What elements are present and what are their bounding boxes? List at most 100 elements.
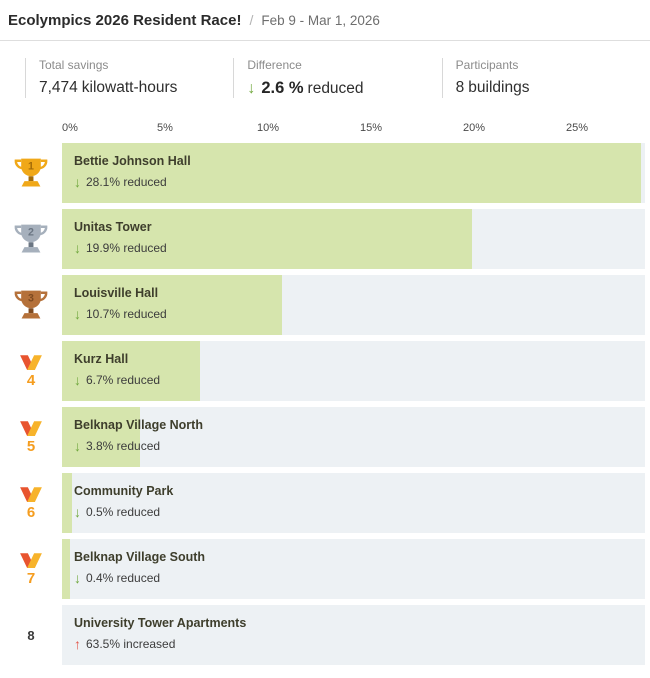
rank-number: 7 bbox=[26, 569, 36, 587]
row-info: Kurz Hall ↓ 6.7% reduced bbox=[74, 352, 160, 387]
difference-number: 2.6 % bbox=[261, 79, 304, 97]
breadcrumb-separator: / bbox=[249, 12, 254, 28]
delta-text: 3.8% reduced bbox=[86, 439, 161, 453]
building-name: Louisville Hall bbox=[74, 286, 159, 300]
stat-total-savings: Total savings 7,474 kilowatt-hours bbox=[25, 58, 233, 98]
delta-text: 0.4% reduced bbox=[86, 571, 161, 585]
row-info: University Tower Apartments ↑ 63.5% increa… bbox=[74, 616, 246, 651]
date-range: Feb 9 - Mar 1, 2026 bbox=[261, 13, 380, 28]
bar-track: University Tower Apartments ↑ 63.5% increa… bbox=[62, 605, 645, 665]
rank-number: 8 bbox=[27, 627, 35, 643]
stat-participants: Participants 8 buildings bbox=[441, 58, 650, 98]
leaderboard-row-1[interactable]: 1 Bettie Johnson Hall ↓ 28.1% reduced bbox=[0, 143, 645, 203]
svg-text:1: 1 bbox=[28, 160, 34, 172]
decrease-arrow-icon: ↓ bbox=[74, 174, 81, 190]
axis-tick-label: 0% bbox=[62, 122, 78, 134]
leaderboard-row-5[interactable]: 5 Belknap Village North ↓ 3.8% reduced bbox=[0, 407, 645, 467]
medal-ribbon-icon bbox=[20, 486, 42, 502]
difference-unit: reduced bbox=[307, 80, 364, 97]
bar-fill bbox=[62, 539, 71, 599]
bar-fill bbox=[62, 473, 73, 533]
leaderboard-row-7[interactable]: 7 Belknap Village South ↓ 0.4% reduced bbox=[0, 539, 645, 599]
bar-track: Bettie Johnson Hall ↓ 28.1% reduced bbox=[62, 143, 645, 203]
svg-text:3: 3 bbox=[28, 292, 34, 304]
rank-number: 5 bbox=[26, 437, 36, 455]
leaderboard-row-4[interactable]: 4 Kurz Hall ↓ 6.7% reduced bbox=[0, 341, 645, 401]
building-name: Community Park bbox=[74, 484, 174, 498]
leaderboard-rows: 1 Bettie Johnson Hall ↓ 28.1% reduced 2 Unita… bbox=[0, 143, 645, 665]
bar-track: Community Park ↓ 0.5% reduced bbox=[62, 473, 645, 533]
axis-tick-label: 10% bbox=[256, 122, 280, 134]
delta-label: ↑ 63.5% increased bbox=[74, 637, 246, 651]
rank-number: 6 bbox=[26, 503, 36, 521]
building-name: Bettie Johnson Hall bbox=[74, 154, 191, 168]
svg-text:2: 2 bbox=[28, 226, 34, 238]
page-title: Ecolympics 2026 Resident Race! bbox=[8, 12, 242, 29]
leaderboard-row-2[interactable]: 2 Unitas Tower ↓ 19.9% reduced bbox=[0, 209, 645, 269]
stat-label: Participants bbox=[455, 58, 519, 72]
delta-label: ↓ 3.8% reduced bbox=[74, 439, 203, 453]
decrease-arrow-icon: ↓ bbox=[74, 372, 81, 388]
rank-badge: 8 bbox=[0, 605, 62, 665]
stat-difference: Difference ↓ 2.6 % reduced bbox=[233, 58, 441, 98]
axis-tick-label: 25% bbox=[566, 122, 589, 134]
row-info: Belknap Village South ↓ 0.4% reduced bbox=[74, 550, 205, 585]
bar-fill bbox=[62, 275, 283, 335]
axis-tick-label: 5% bbox=[157, 122, 173, 134]
leaderboard-row-8[interactable]: 8 University Tower Apartments ↑ 63.5% incre… bbox=[0, 605, 645, 665]
building-name: Kurz Hall bbox=[74, 352, 129, 366]
decrease-arrow-icon: ↓ bbox=[74, 438, 81, 454]
decrease-arrow-icon: ↓ bbox=[74, 504, 81, 520]
rank-badge: 3 bbox=[0, 275, 62, 335]
leaderboard-row-6[interactable]: 6 Community Park ↓ 0.5% reduced bbox=[0, 473, 645, 533]
delta-label: ↓ 19.9% reduced bbox=[74, 241, 167, 255]
bar-fill bbox=[62, 407, 141, 467]
rank-badge: 5 bbox=[0, 407, 62, 467]
bar-track: Unitas Tower ↓ 19.9% reduced bbox=[62, 209, 645, 269]
axis-tick-label: 20% bbox=[462, 122, 486, 134]
building-name: Unitas Tower bbox=[74, 220, 152, 234]
rank-badge: 2 bbox=[0, 209, 62, 269]
building-name: Belknap Village North bbox=[74, 418, 203, 432]
bar-fill bbox=[62, 209, 472, 269]
decrease-arrow-icon: ↓ bbox=[74, 570, 81, 586]
delta-text: 19.9% reduced bbox=[86, 241, 167, 255]
total-savings-unit: kilowatt-hours bbox=[81, 79, 178, 96]
building-name: University Tower Apartments bbox=[74, 616, 247, 630]
row-info: Bettie Johnson Hall ↓ 28.1% reduced bbox=[74, 154, 191, 189]
decrease-arrow-icon: ↓ bbox=[74, 306, 81, 322]
stat-label: Difference bbox=[247, 58, 302, 72]
header: Ecolympics 2026 Resident Race! / Feb 9 -… bbox=[0, 0, 650, 41]
bar-track: Kurz Hall ↓ 6.7% reduced bbox=[62, 341, 645, 401]
bar-track: Belknap Village North ↓ 3.8% reduced bbox=[62, 407, 645, 467]
decrease-arrow-icon: ↓ bbox=[74, 240, 81, 256]
stat-value: 7,474 kilowatt-hours bbox=[39, 79, 233, 97]
delta-text: 0.5% reduced bbox=[86, 505, 161, 519]
axis-tick-label: 15% bbox=[359, 122, 383, 134]
decrease-arrow-icon: ↓ bbox=[247, 80, 256, 97]
delta-label: ↓ 6.7% reduced bbox=[74, 373, 160, 387]
leaderboard-chart: 0% 5% 10% 15% 20% 25% 1 Bettie Johnson Hall ↓ 2 8… bbox=[0, 113, 650, 665]
leaderboard-row-3[interactable]: 3 Louisville Hall ↓ 10.7% reduced bbox=[0, 275, 645, 335]
row-info: Community Park ↓ 0.5% reduced bbox=[74, 484, 173, 519]
trophy-icon: 3 bbox=[14, 290, 48, 319]
bar-track: Belknap Village South ↓ 0.4% reduced bbox=[62, 539, 645, 599]
delta-label: ↓ 0.5% reduced bbox=[74, 505, 173, 519]
stat-value: 8 buildings bbox=[456, 79, 650, 97]
bar-track: Louisville Hall ↓ 10.7% reduced bbox=[62, 275, 645, 335]
trophy-icon: 2 bbox=[14, 224, 48, 253]
building-name: Belknap Village South bbox=[74, 550, 206, 564]
rank-badge: 7 bbox=[0, 539, 62, 599]
bar-fill bbox=[62, 341, 201, 401]
bar-fill bbox=[62, 143, 641, 203]
stats-row: Total savings 7,474 kilowatt-hours Diffe… bbox=[0, 41, 650, 113]
delta-text: 6.7% reduced bbox=[86, 373, 161, 387]
medal-ribbon-icon bbox=[20, 552, 42, 568]
trophy-icon: 1 bbox=[14, 158, 48, 187]
total-savings-number: 7,474 bbox=[39, 79, 78, 96]
stat-value: ↓ 2.6 % reduced bbox=[247, 79, 441, 98]
row-info: Unitas Tower ↓ 19.9% reduced bbox=[74, 220, 167, 255]
rank-number: 4 bbox=[26, 371, 36, 389]
rank-badge: 4 bbox=[0, 341, 62, 401]
